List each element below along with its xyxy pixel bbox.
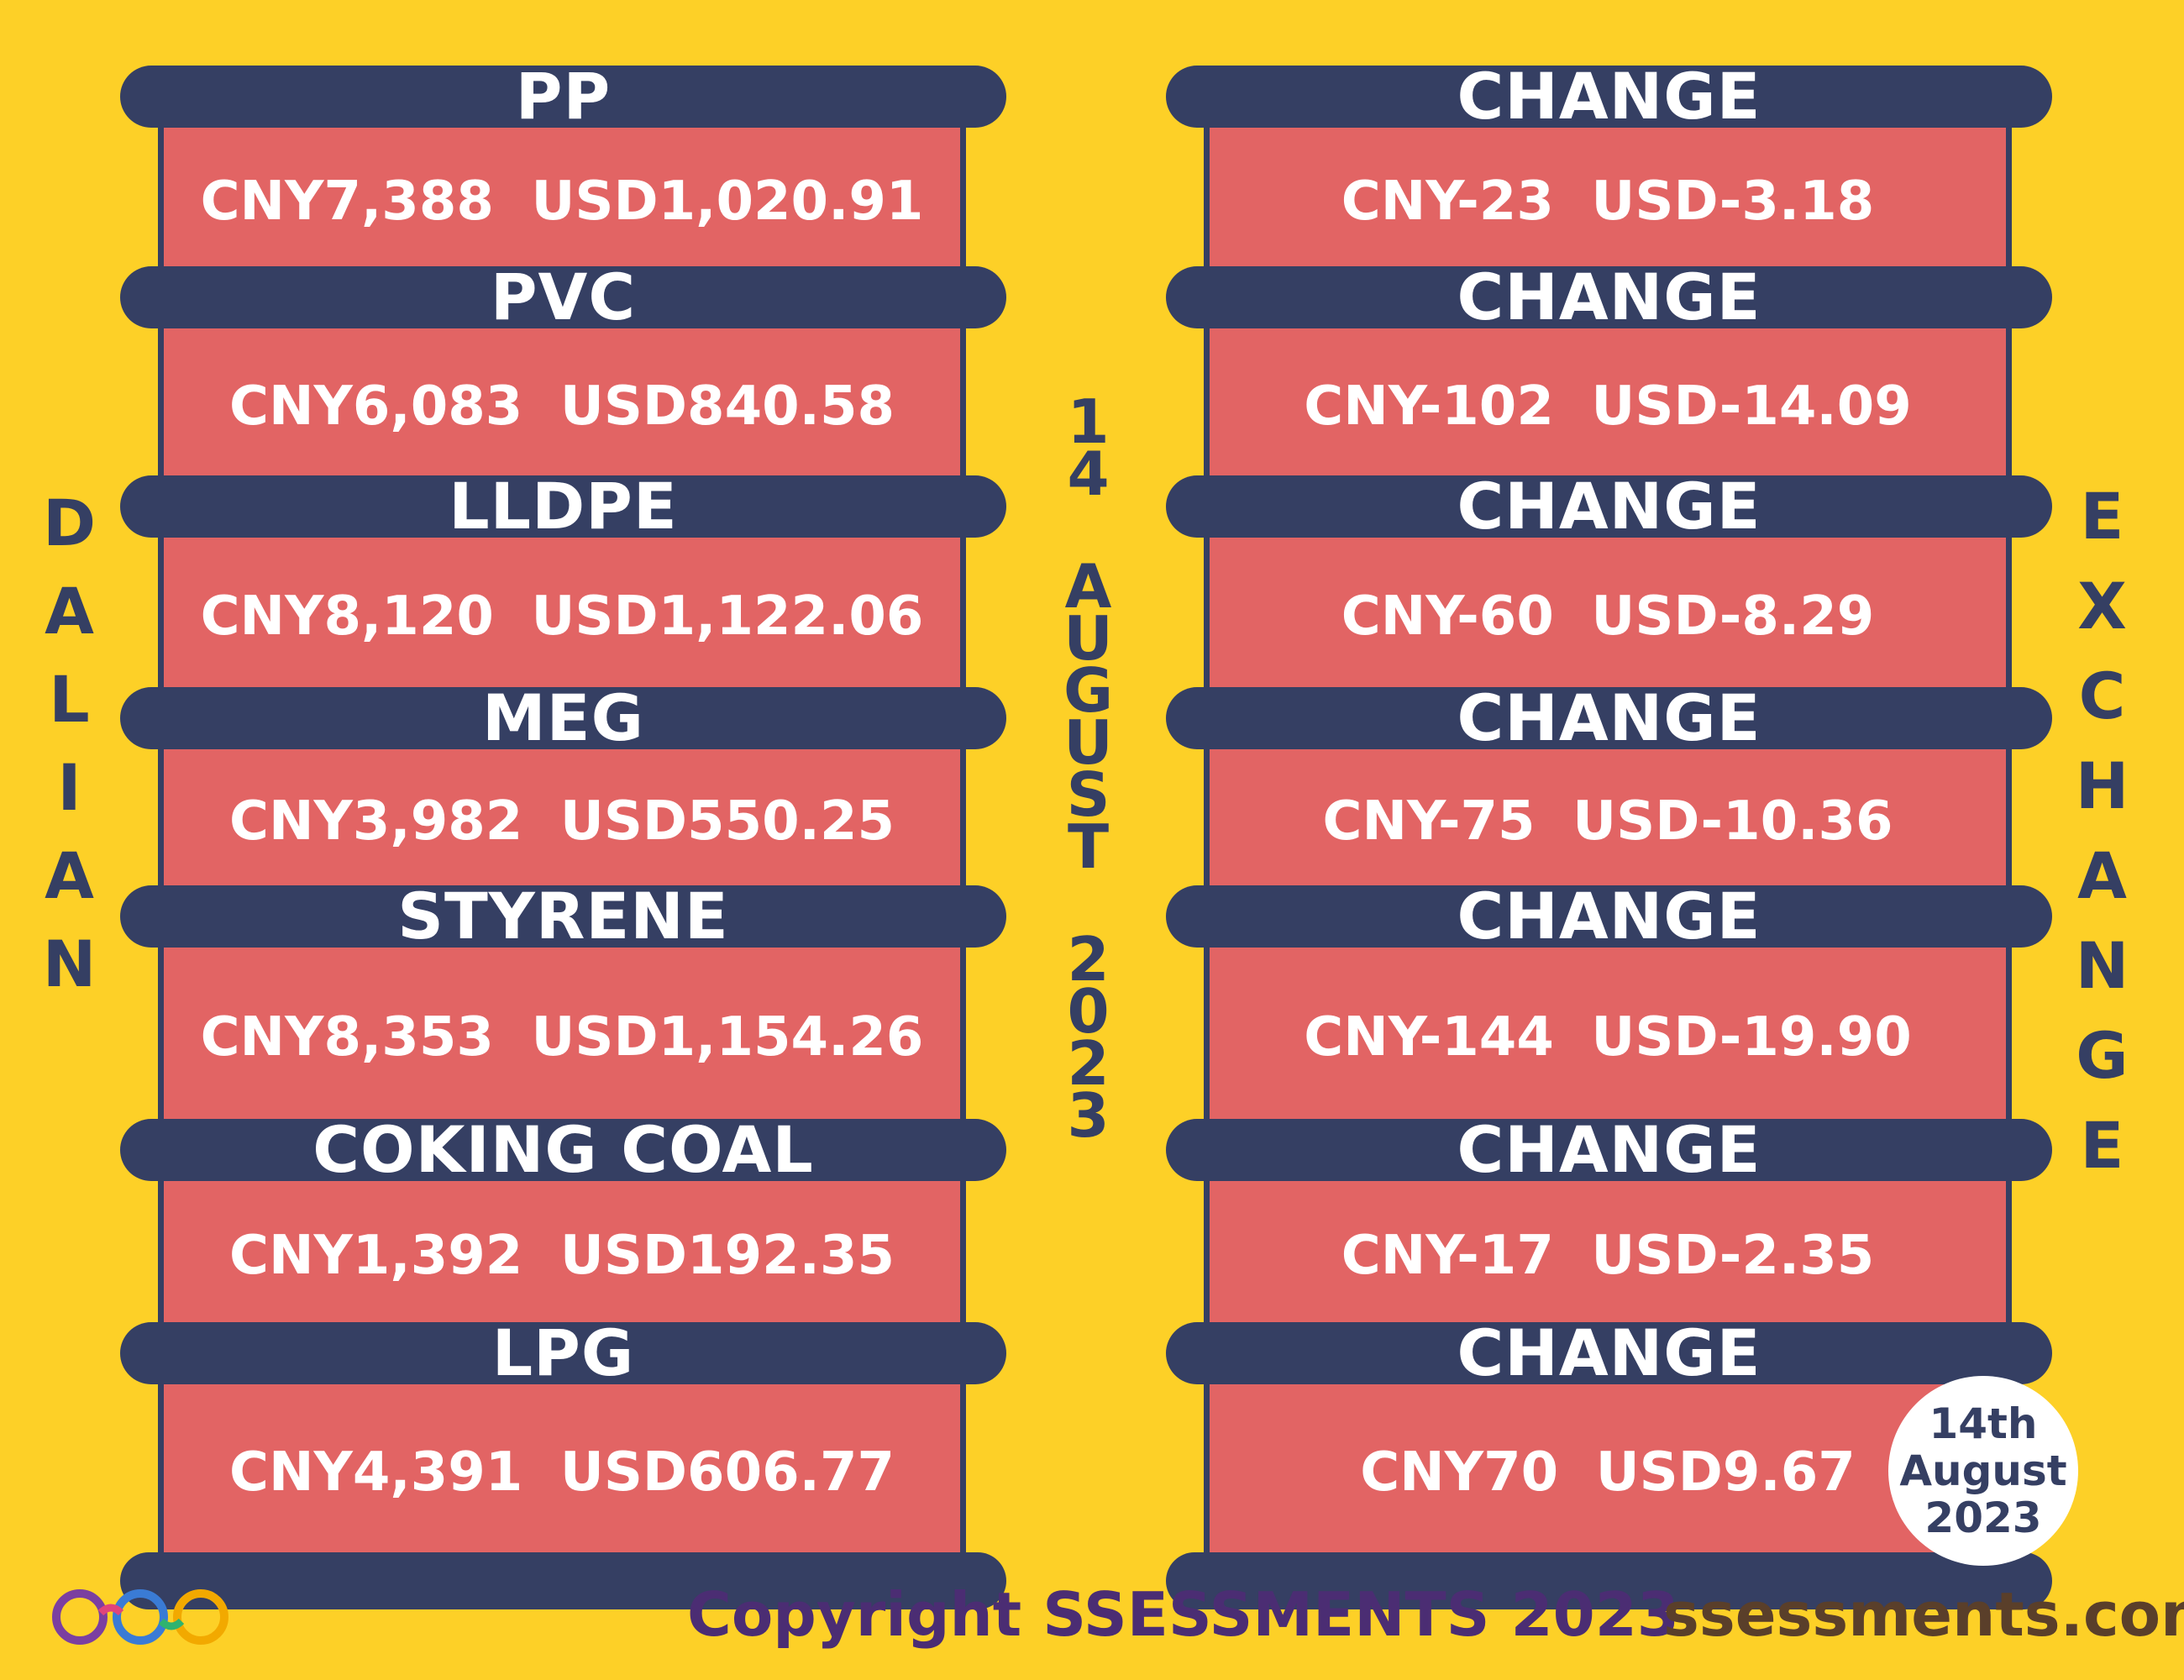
letter: D <box>42 486 97 560</box>
letter: A <box>45 838 94 913</box>
letter: E <box>2080 479 2124 554</box>
change-label-cap: CHANGE <box>1166 475 2052 538</box>
date-char: G <box>1063 655 1114 726</box>
badge-year: 2023 <box>1924 1494 2042 1542</box>
date-char: 2 <box>1067 1028 1110 1099</box>
date-char: A <box>1064 551 1112 622</box>
change-label-cap: CHANGE <box>1166 1321 2052 1385</box>
letter: N <box>2075 928 2129 1003</box>
date-badge: 14th August 2023 <box>1888 1376 2078 1566</box>
change-value: CNY-75 USD-10.36 <box>1204 749 2012 885</box>
change-label-cap: CHANGE <box>1166 65 2052 129</box>
product-price: CNY8,353 USD1,154.26 <box>158 948 966 1119</box>
change-value: CNY-60 USD-8.29 <box>1204 538 2012 687</box>
letter: H <box>2075 748 2129 823</box>
product-price: CNY7,388 USD1,020.91 <box>158 128 966 266</box>
change-value: CNY-23 USD-3.18 <box>1204 128 2012 266</box>
date-char: 0 <box>1067 976 1110 1047</box>
ssessments-logo-icon <box>52 1589 228 1645</box>
column-base-cap <box>1166 1552 2052 1609</box>
letter: G <box>2076 1018 2129 1093</box>
product-name-cap: PP <box>120 65 1006 129</box>
product-name-cap: LLDPE <box>120 475 1006 538</box>
letter: I <box>57 750 81 825</box>
change-label-cap: CHANGE <box>1166 1118 2052 1182</box>
column-base-cap <box>120 1552 1006 1609</box>
date-char: 1 <box>1067 386 1110 457</box>
letter: N <box>42 927 97 1001</box>
change-value: CNY-17 USD-2.35 <box>1204 1181 2012 1322</box>
product-price: CNY8,120 USD1,122.06 <box>158 538 966 687</box>
product-price: CNY4,391 USD606.77 <box>158 1384 966 1552</box>
product-price: CNY3,982 USD550.25 <box>158 749 966 885</box>
date-char: T <box>1067 811 1110 882</box>
product-name-cap: PVC <box>120 265 1006 329</box>
letter: L <box>49 662 90 737</box>
date-char: 2 <box>1067 924 1110 995</box>
letter: A <box>2077 838 2127 913</box>
date-char: S <box>1066 759 1110 830</box>
exchange-vertical-title: E X C H A N G E <box>2071 485 2134 1204</box>
date-char: 4 <box>1067 438 1110 509</box>
letter: X <box>2077 569 2127 643</box>
date-char: 3 <box>1067 1080 1110 1151</box>
product-price: CNY6,083 USD840.58 <box>158 328 966 475</box>
product-name-cap: MEG <box>120 686 1006 750</box>
change-value: CNY-144 USD-19.90 <box>1204 948 2012 1119</box>
letter: A <box>45 574 94 648</box>
change-value: CNY70 USD9.67 <box>1204 1384 2012 1552</box>
change-label-cap: CHANGE <box>1166 686 2052 750</box>
badge-month: August <box>1899 1446 2067 1495</box>
copyright-text: Copyright SSESSMENTS 2023 <box>687 1579 1679 1650</box>
change-value: CNY-102 USD-14.09 <box>1204 328 2012 475</box>
product-name-cap: LPG <box>120 1321 1006 1385</box>
product-price: CNY1,392 USD192.35 <box>158 1181 966 1322</box>
website-link[interactable]: ssessments.com <box>1663 1579 2184 1650</box>
product-name-cap: COKING COAL <box>120 1118 1006 1182</box>
letter: C <box>2078 659 2126 733</box>
letter: E <box>2080 1108 2124 1183</box>
change-label-cap: CHANGE <box>1166 885 2052 948</box>
date-vertical: 1 4 A U G U S T 2 0 2 3 <box>1053 386 1124 1151</box>
product-name-cap: STYRENE <box>120 885 1006 948</box>
date-char: U <box>1063 603 1113 674</box>
date-char: U <box>1063 707 1113 778</box>
badge-day: 14th <box>1929 1399 2038 1448</box>
dalian-vertical-title: D A L I A N <box>38 491 101 1021</box>
change-label-cap: CHANGE <box>1166 265 2052 329</box>
